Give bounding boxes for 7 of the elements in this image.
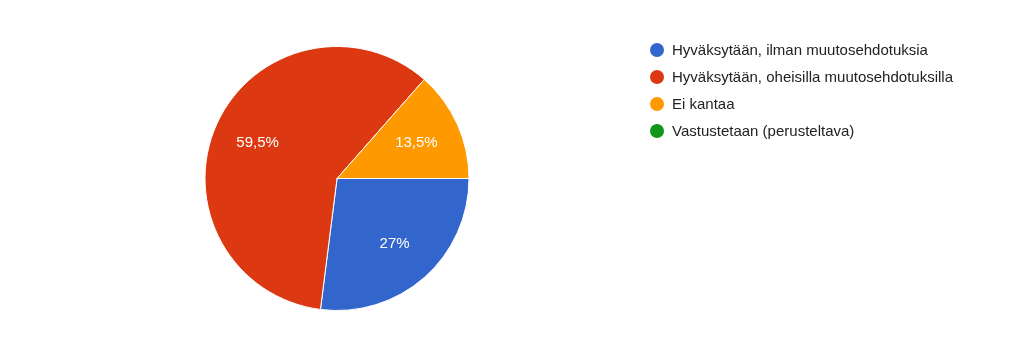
data-label: 13,5% [395,132,438,150]
legend-label: Hyväksytään, ilman muutosehdotuksia [672,40,928,60]
legend-label: Hyväksytään, oheisilla muutosehdotuksilla [672,67,953,87]
data-label: 59,5% [236,132,279,150]
data-label: 27% [379,233,410,251]
legend-label: Ei kantaa [672,94,735,114]
legend-label: Vastustetaan (perusteltava) [672,121,855,141]
